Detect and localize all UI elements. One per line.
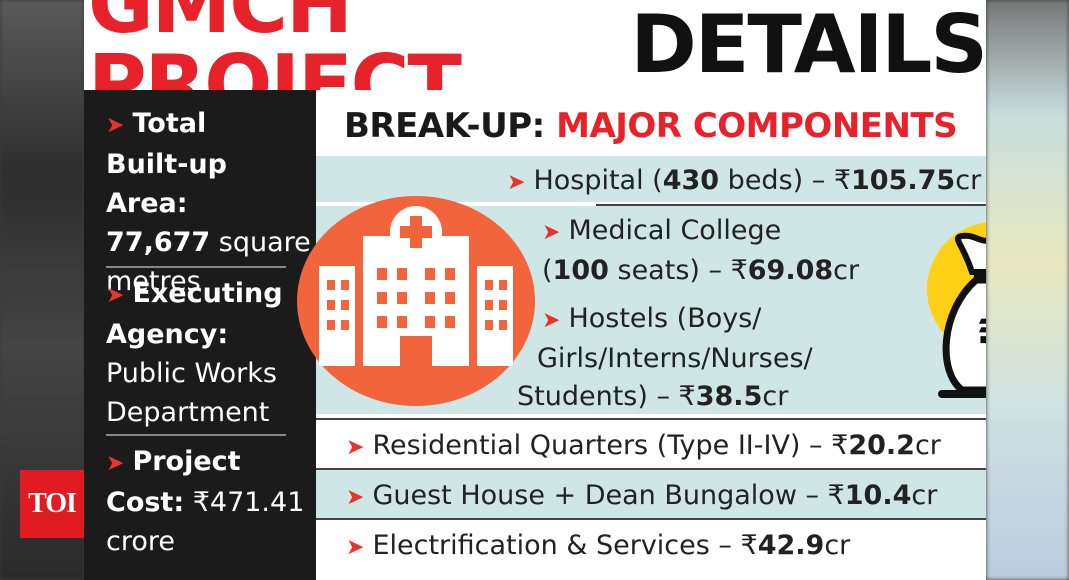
item-text: Girls/Interns/Nurses/: [537, 343, 813, 374]
cost-value: ₹471.41: [184, 487, 305, 518]
breakup-heading-black: BREAK-UP:: [344, 106, 545, 146]
executing-agency-block: ➤ Executing Agency: Public Works Departme…: [106, 274, 314, 432]
agency-value-2: Department: [106, 397, 270, 428]
hospital-icon: [297, 196, 535, 406]
breakup-item-electrification: ➤ Electrification & Services – ₹42.9cr: [346, 527, 850, 567]
area-unit-2: metres: [106, 266, 201, 297]
area-label-2: Built-up Area:: [106, 149, 227, 219]
item-text: Electrification & Services – ₹: [372, 530, 758, 561]
built-up-area-block: ➤ Total Built-up Area: 77,677 square metr…: [106, 104, 314, 301]
item-number: 100: [552, 255, 609, 286]
item-amount: 42.9: [757, 530, 825, 561]
agency-label-1: Executing: [132, 278, 283, 309]
item-amount: 38.5: [695, 381, 763, 412]
agency-label-2: Agency:: [106, 319, 229, 350]
breakup-item-guest-house: ➤ Guest House + Dean Bungalow – ₹10.4cr: [346, 477, 937, 517]
row-band: [316, 156, 986, 202]
breakup-item-residential: ➤ Residential Quarters (Type II-IV) – ₹20…: [346, 427, 941, 467]
arrow-bullet-icon: ➤: [106, 283, 125, 308]
item-unit: cr: [762, 381, 789, 412]
item-unit: cr: [824, 530, 851, 561]
cost-unit: crore: [106, 526, 175, 557]
arrow-bullet-icon: ➤: [542, 220, 561, 245]
divider: [106, 266, 286, 268]
arrow-bullet-icon: ➤: [346, 485, 365, 510]
arrow-bullet-icon: ➤: [106, 451, 125, 476]
breakup-item-medical-college: ➤ Medical College (100 seats) – ₹69.08cr: [542, 212, 859, 290]
item-text: Hospital (: [533, 165, 663, 196]
item-text: Guest House + Dean Bungalow – ₹: [372, 480, 845, 511]
breakup-heading-red: MAJOR COMPONENTS: [556, 106, 958, 146]
item-amount: 20.2: [848, 430, 915, 461]
item-unit: cr: [914, 430, 941, 461]
divider: [106, 434, 286, 436]
rupee-money-bag-icon: ₹: [938, 232, 986, 398]
item-number: 430: [662, 165, 720, 196]
infographic-card: GMCH PROJECT DETAILS ➤ Total Built-up Are…: [84, 0, 986, 580]
cost-label-2: Cost:: [106, 487, 185, 518]
left-summary-panel: ➤ Total Built-up Area: 77,677 square metr…: [84, 90, 316, 580]
cost-label-1: Project: [132, 446, 241, 477]
breakup-item-hospital: ➤ Hospital (430 beds) – ₹105.75cr: [507, 162, 981, 202]
page-title: GMCH PROJECT DETAILS: [84, 0, 986, 125]
area-value: 77,677: [106, 227, 211, 258]
item-amount: 69.08: [747, 255, 834, 286]
agency-value-1: Public Works: [106, 358, 277, 389]
item-text: (: [542, 255, 553, 286]
svg-text:₹: ₹: [976, 308, 986, 371]
item-text: Residential Quarters (Type II-IV) – ₹: [372, 430, 849, 461]
row-divider: [316, 418, 986, 420]
item-text: Hostels (Boys/: [568, 303, 762, 334]
item-unit: cr: [911, 480, 938, 511]
item-unit: cr: [955, 165, 982, 196]
arrow-bullet-icon: ➤: [507, 170, 526, 195]
title-part-black: DETAILS: [630, 0, 986, 91]
breakup-item-hostels: ➤ Hostels (Boys/ Girls/Interns/Nurses/ St…: [517, 300, 813, 416]
row-divider: [316, 468, 986, 470]
arrow-bullet-icon: ➤: [346, 535, 365, 560]
breakup-heading: BREAK-UP: MAJOR COMPONENTS: [344, 106, 958, 146]
area-label-1: Total: [132, 108, 207, 139]
item-amount: 10.4: [844, 480, 912, 511]
item-text: seats) – ₹: [608, 255, 748, 286]
arrow-bullet-icon: ➤: [542, 308, 561, 333]
arrow-bullet-icon: ➤: [346, 435, 365, 460]
arrow-bullet-icon: ➤: [106, 113, 125, 138]
row-band: [316, 468, 986, 518]
item-text: Medical College: [568, 215, 782, 246]
item-amount: 105.75: [851, 165, 956, 196]
item-text: beds) – ₹: [719, 165, 852, 196]
row-divider: [596, 204, 986, 206]
right-backdrop: [986, 0, 1069, 580]
row-divider: [316, 518, 986, 520]
item-text: Students) – ₹: [517, 381, 696, 412]
toi-logo: TOI: [20, 470, 84, 538]
hospital-building-icon: [319, 206, 513, 366]
area-unit-1: square: [210, 227, 311, 258]
item-unit: cr: [833, 255, 860, 286]
project-cost-block: ➤ Project Cost: ₹471.41 crore: [106, 442, 314, 561]
